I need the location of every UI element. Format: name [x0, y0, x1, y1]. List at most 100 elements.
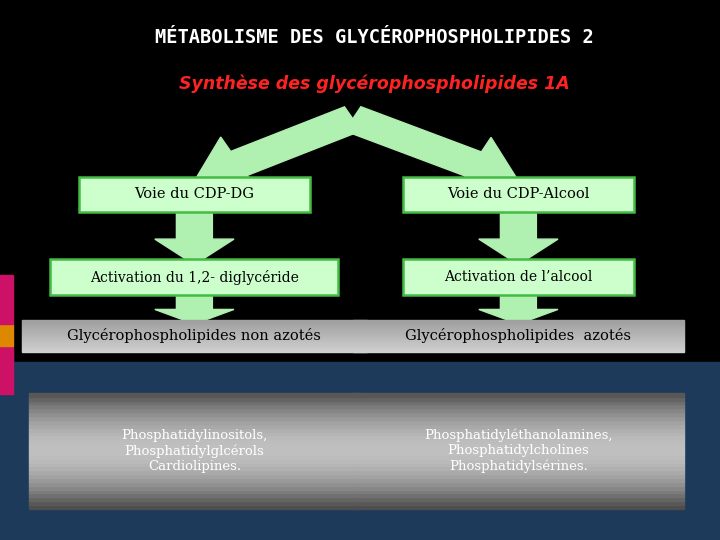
- Bar: [29, 447, 360, 451]
- Bar: [29, 404, 360, 408]
- Bar: [29, 416, 360, 420]
- Bar: [353, 337, 684, 338]
- Bar: [29, 428, 360, 431]
- Bar: [353, 340, 684, 341]
- Bar: [22, 339, 367, 340]
- Bar: [353, 347, 684, 348]
- Bar: [22, 328, 367, 329]
- Bar: [353, 478, 684, 482]
- Bar: [22, 325, 367, 326]
- Bar: [22, 332, 367, 333]
- Bar: [0, 346, 13, 394]
- Bar: [22, 346, 367, 347]
- Bar: [22, 347, 367, 348]
- Polygon shape: [155, 292, 234, 324]
- Bar: [22, 320, 367, 321]
- Bar: [0, 362, 720, 540]
- Bar: [22, 323, 367, 324]
- Text: Glycérophospholipides  azotés: Glycérophospholipides azotés: [405, 328, 631, 343]
- Bar: [353, 408, 684, 412]
- Bar: [353, 346, 684, 347]
- Bar: [29, 497, 360, 501]
- Bar: [29, 501, 360, 505]
- Bar: [22, 321, 367, 322]
- Bar: [353, 393, 684, 397]
- Bar: [29, 482, 360, 486]
- Bar: [353, 501, 684, 505]
- Bar: [353, 328, 684, 329]
- Bar: [0, 275, 13, 324]
- Bar: [353, 350, 684, 351]
- Bar: [22, 351, 367, 352]
- Bar: [353, 341, 684, 342]
- Bar: [22, 345, 367, 346]
- Bar: [353, 321, 684, 322]
- Bar: [29, 470, 360, 474]
- Bar: [29, 505, 360, 509]
- Text: Voie du CDP-Alcool: Voie du CDP-Alcool: [447, 187, 590, 201]
- Bar: [353, 334, 684, 335]
- Bar: [29, 474, 360, 478]
- Bar: [353, 470, 684, 474]
- Bar: [353, 322, 684, 323]
- Bar: [29, 462, 360, 467]
- Bar: [353, 333, 684, 334]
- Bar: [22, 322, 367, 323]
- Bar: [29, 478, 360, 482]
- Bar: [353, 428, 684, 431]
- Bar: [0, 0, 720, 362]
- Bar: [353, 397, 684, 401]
- Bar: [29, 467, 360, 470]
- Bar: [353, 345, 684, 346]
- Polygon shape: [155, 208, 234, 265]
- Bar: [353, 349, 684, 350]
- Text: Activation de l’alcool: Activation de l’alcool: [444, 270, 593, 284]
- Bar: [353, 351, 684, 352]
- Bar: [353, 486, 684, 490]
- Bar: [29, 393, 360, 397]
- Polygon shape: [479, 208, 558, 265]
- Bar: [353, 497, 684, 501]
- Bar: [29, 435, 360, 440]
- Bar: [353, 490, 684, 494]
- Bar: [29, 408, 360, 412]
- Bar: [22, 340, 367, 341]
- Bar: [353, 330, 684, 332]
- Bar: [22, 336, 367, 337]
- FancyBboxPatch shape: [403, 259, 634, 295]
- Bar: [353, 505, 684, 509]
- Bar: [0, 324, 13, 346]
- Bar: [29, 443, 360, 447]
- Bar: [29, 397, 360, 401]
- Bar: [353, 326, 684, 327]
- Text: Activation du 1,2- diglycéride: Activation du 1,2- diglycéride: [90, 269, 299, 285]
- Bar: [22, 333, 367, 334]
- Bar: [353, 323, 684, 324]
- Bar: [353, 435, 684, 440]
- Bar: [353, 324, 684, 325]
- Bar: [353, 327, 684, 328]
- Text: MÉTABOLISME DES GLYCÉROPHOSPHOLIPIDES 2: MÉTABOLISME DES GLYCÉROPHOSPHOLIPIDES 2: [155, 28, 594, 48]
- Bar: [353, 401, 684, 404]
- Bar: [353, 447, 684, 451]
- Bar: [353, 443, 684, 447]
- Bar: [22, 335, 367, 336]
- Bar: [353, 412, 684, 416]
- Bar: [353, 482, 684, 486]
- Bar: [353, 348, 684, 349]
- Bar: [22, 349, 367, 350]
- Bar: [353, 325, 684, 326]
- Bar: [22, 348, 367, 349]
- FancyBboxPatch shape: [50, 259, 338, 295]
- Text: Voie du CDP-DG: Voie du CDP-DG: [135, 187, 254, 201]
- Bar: [29, 486, 360, 490]
- Bar: [22, 338, 367, 339]
- Bar: [22, 329, 367, 330]
- Bar: [22, 342, 367, 343]
- Polygon shape: [345, 107, 518, 191]
- Bar: [353, 342, 684, 343]
- Text: Glycérophospholipides non azotés: Glycérophospholipides non azotés: [68, 328, 321, 343]
- Bar: [22, 326, 367, 327]
- Bar: [353, 467, 684, 470]
- Bar: [353, 416, 684, 420]
